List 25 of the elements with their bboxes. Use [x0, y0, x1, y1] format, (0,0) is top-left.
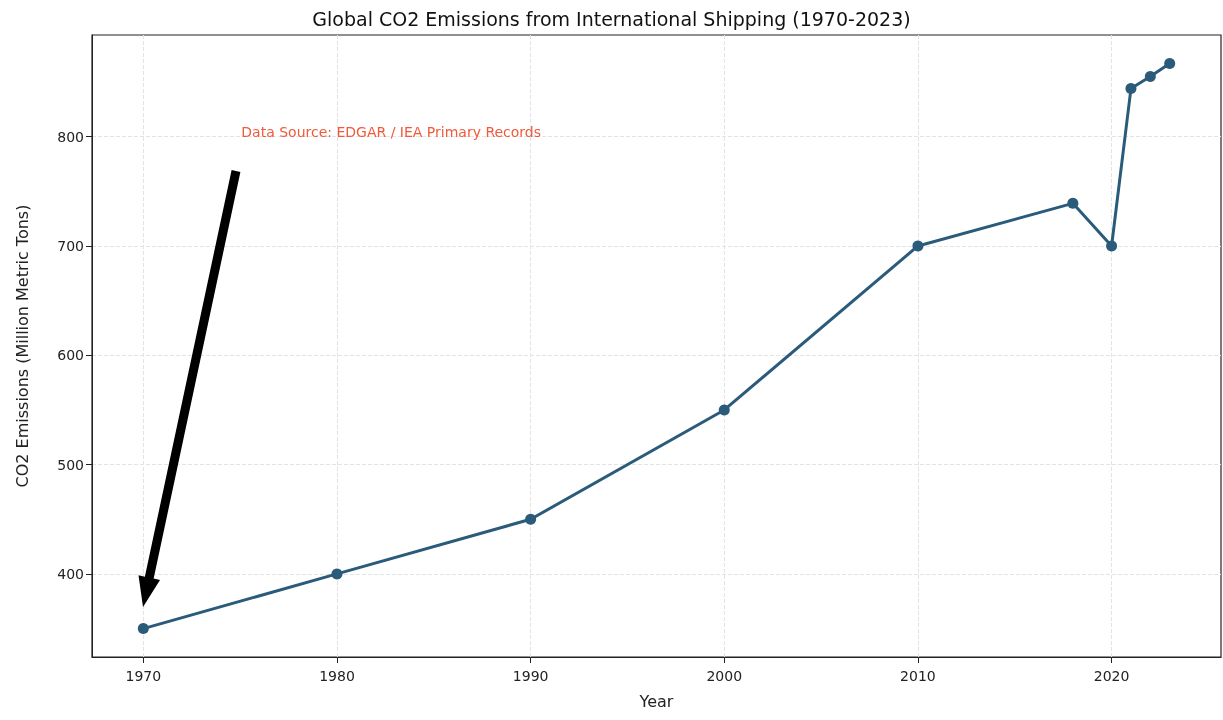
point — [331, 568, 343, 580]
y-tick-label: 600 — [57, 347, 84, 364]
y-tick-label: 500 — [57, 456, 84, 473]
x-tick-label: 1980 — [319, 668, 355, 684]
x-tick-label: 2000 — [706, 668, 743, 684]
point — [912, 240, 924, 252]
x-axis-title: Year — [638, 691, 674, 711]
y-tick-label: 400 — [57, 565, 84, 582]
point — [718, 404, 730, 416]
point — [525, 513, 537, 525]
y-tick-label: 800 — [57, 128, 84, 145]
x-tick-label: 2010 — [900, 668, 936, 684]
x-tick-label: 1990 — [512, 668, 549, 684]
point — [137, 623, 149, 635]
point — [1125, 83, 1137, 95]
y-axis-title: CO2 Emissions (Million Metric Tons) — [12, 204, 32, 488]
point — [1067, 197, 1079, 209]
x-tick-label: 2020 — [1093, 668, 1130, 684]
annotation: Data Source: EDGAR / IEA Primary Records — [241, 123, 542, 140]
y-tick-label: 700 — [57, 237, 84, 254]
point — [1164, 57, 1176, 69]
x-tick-label: 1970 — [125, 668, 162, 684]
point — [1144, 71, 1156, 83]
point — [1106, 240, 1118, 252]
chart-title: Global CO2 Emissions from International Shipping (1970-2023) — [312, 7, 911, 30]
